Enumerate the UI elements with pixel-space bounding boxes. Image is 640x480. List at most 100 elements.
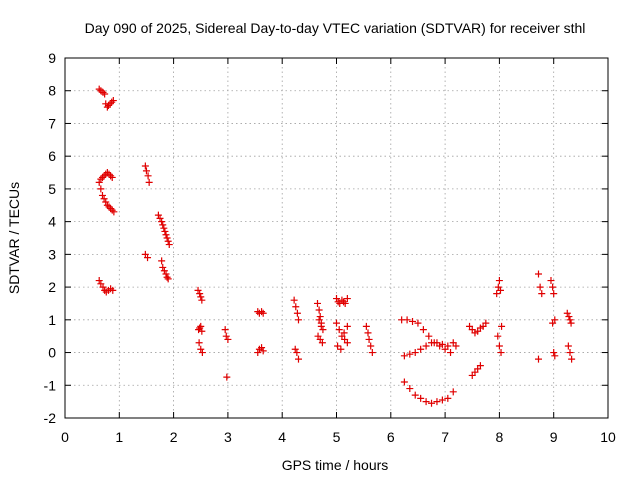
- data-point: [105, 203, 113, 211]
- data-point: [197, 322, 205, 330]
- data-point: [221, 326, 229, 334]
- data-point: [100, 195, 108, 203]
- data-point: [161, 227, 169, 235]
- data-point: [409, 317, 417, 325]
- data-point: [108, 173, 116, 181]
- data-point: [195, 339, 203, 347]
- data-point: [495, 342, 503, 350]
- y-tick-label: 5: [48, 181, 56, 197]
- data-point: [105, 170, 113, 178]
- data-point: [196, 290, 204, 298]
- data-point: [566, 316, 574, 324]
- data-point: [406, 350, 414, 358]
- data-point: [165, 241, 173, 249]
- data-point: [107, 205, 115, 213]
- data-point: [550, 349, 558, 357]
- data-point: [103, 201, 111, 209]
- y-tick-label: 3: [48, 246, 56, 262]
- data-point: [198, 349, 206, 357]
- data-point: [294, 316, 302, 324]
- data-point: [368, 349, 376, 357]
- data-point: [364, 329, 372, 337]
- data-point: [197, 345, 205, 353]
- y-tick-label: 8: [48, 83, 56, 99]
- data-point: [293, 349, 301, 357]
- data-point: [563, 309, 571, 317]
- data-point: [315, 316, 323, 324]
- data-point: [338, 296, 346, 304]
- data-point: [95, 277, 103, 285]
- y-tick-label: 1: [48, 312, 56, 328]
- data-point: [333, 319, 340, 327]
- data-point: [224, 335, 232, 343]
- data-point: [316, 313, 324, 321]
- x-tick-label: 4: [278, 429, 286, 445]
- x-tick-label: 1: [115, 429, 123, 445]
- data-point: [163, 234, 171, 242]
- data-point: [158, 257, 166, 265]
- data-point: [292, 303, 300, 311]
- data-point: [567, 319, 575, 327]
- y-axis-label: SDTVAR / TECUs: [6, 182, 22, 294]
- data-point: [108, 206, 116, 214]
- data-point: [406, 385, 414, 393]
- data-point: [400, 378, 408, 386]
- data-point: [144, 254, 152, 262]
- data-point: [107, 172, 115, 180]
- data-point: [104, 101, 112, 109]
- data-point: [98, 191, 106, 199]
- data-point: [341, 299, 349, 307]
- data-point: [222, 332, 230, 340]
- x-tick-label: 9: [550, 429, 558, 445]
- y-tick-label: 2: [48, 279, 56, 295]
- data-point: [538, 290, 546, 298]
- data-point: [417, 345, 425, 353]
- data-point: [318, 339, 326, 347]
- x-tick-label: 5: [333, 429, 341, 445]
- data-point: [534, 270, 542, 278]
- y-tick-label: 6: [48, 148, 56, 164]
- y-tick-label: 0: [48, 345, 56, 361]
- data-point: [194, 286, 202, 294]
- data-point: [343, 339, 351, 347]
- data-point: [340, 298, 348, 306]
- data-point: [444, 394, 452, 402]
- data-point: [411, 349, 419, 357]
- data-point: [411, 391, 419, 399]
- data-point: [425, 332, 433, 340]
- x-tick-label: 7: [441, 429, 449, 445]
- data-point: [449, 339, 457, 347]
- data-point: [293, 309, 301, 317]
- data-point: [549, 319, 557, 327]
- data-point: [447, 349, 455, 357]
- data-point: [495, 277, 503, 285]
- y-tick-label: 7: [48, 115, 56, 131]
- data-point: [444, 342, 452, 350]
- data-point: [565, 313, 573, 321]
- data-point: [547, 277, 555, 285]
- data-point: [109, 97, 117, 105]
- data-point: [422, 398, 430, 406]
- data-point: [110, 208, 118, 216]
- chart-title: Day 090 of 2025, Sidereal Day-to-day VTE…: [85, 20, 586, 36]
- data-point: [198, 327, 206, 335]
- x-tick-label: 2: [170, 429, 178, 445]
- data-point: [497, 349, 505, 357]
- data-point: [109, 286, 117, 294]
- data-point: [162, 270, 170, 278]
- data-point: [534, 355, 542, 363]
- data-point: [160, 224, 168, 232]
- data-point: [362, 322, 370, 330]
- data-point: [164, 275, 172, 283]
- data-point: [536, 283, 544, 291]
- data-point: [97, 185, 105, 193]
- data-point: [160, 267, 168, 275]
- x-axis: 0 1 2 3 4 5 6 7 8 9 10: [61, 58, 616, 445]
- data-point: [428, 399, 436, 407]
- data-point: [97, 175, 105, 183]
- data-point: [367, 342, 375, 350]
- data-point: [158, 218, 166, 226]
- data-point: [365, 335, 373, 343]
- data-point: [476, 362, 484, 370]
